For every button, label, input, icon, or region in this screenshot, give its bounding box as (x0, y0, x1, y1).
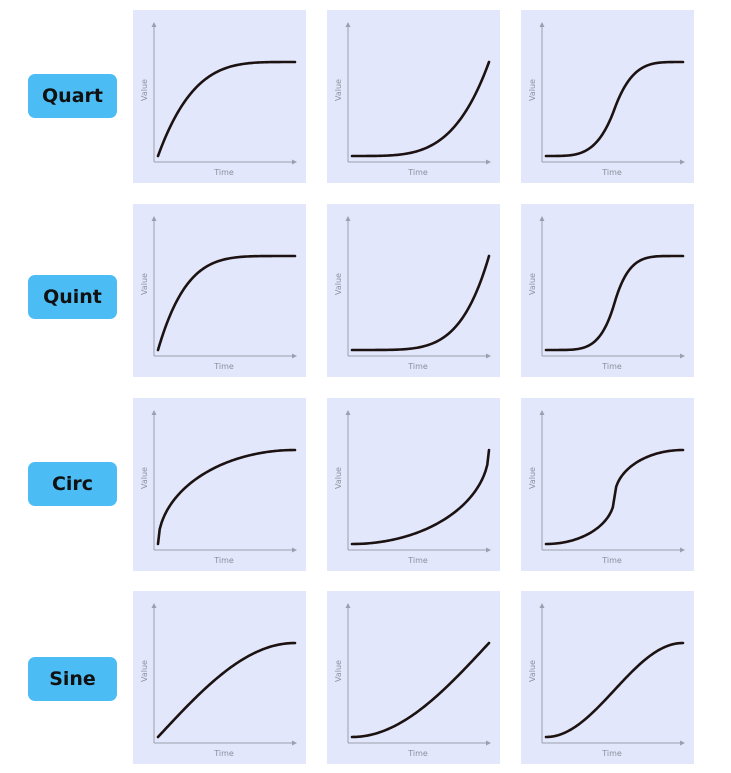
easing-curve (350, 60, 491, 158)
y-axis-arrow (539, 216, 545, 221)
x-axis-arrow (680, 159, 685, 165)
y-axis-label: Value (528, 273, 537, 295)
easing-curve (350, 448, 491, 546)
plot-quart-ease-in: Time Value (327, 10, 500, 183)
plot-svg: Time Value (140, 410, 297, 565)
y-axis-arrow (151, 22, 157, 27)
plot-quint-ease-in: Time Value (327, 204, 500, 377)
plot-svg: Time Value (334, 22, 491, 177)
y-axis-arrow (345, 410, 351, 415)
y-axis-arrow (345, 603, 351, 608)
x-axis-arrow (680, 547, 685, 553)
y-axis-arrow (539, 410, 545, 415)
easing-curve (156, 641, 297, 739)
x-axis-arrow (680, 353, 685, 359)
y-axis-label: Value (334, 467, 343, 489)
easing-curve (544, 254, 685, 352)
x-axis-arrow (486, 740, 491, 746)
y-axis-label: Value (140, 79, 149, 101)
x-axis-arrow (486, 353, 491, 359)
plot-svg: Time Value (528, 603, 685, 758)
x-axis-label: Time (407, 556, 428, 565)
plot-quart-ease-in-out: Time Value (521, 10, 694, 183)
x-axis-arrow (486, 547, 491, 553)
y-axis-arrow (539, 603, 545, 608)
y-axis-label: Value (528, 467, 537, 489)
x-axis-label: Time (407, 749, 428, 758)
plot-circ-ease-in: Time Value (327, 398, 500, 571)
label-quint: Quint (28, 275, 117, 319)
plot-circ-ease-out: Time Value (133, 398, 306, 571)
plot-sine-ease-in: Time Value (327, 591, 500, 764)
label-sine: Sine (28, 657, 117, 701)
plot-quart-ease-out: Time Value (133, 10, 306, 183)
y-axis-arrow (151, 410, 157, 415)
plot-svg: Time Value (334, 216, 491, 371)
plot-svg: Time Value (528, 22, 685, 177)
easing-curve (350, 641, 491, 739)
plot-circ-ease-in-out: Time Value (521, 398, 694, 571)
plot-svg: Time Value (140, 216, 297, 371)
label-circ: Circ (28, 462, 117, 506)
easing-curve (156, 448, 297, 546)
y-axis-label: Value (334, 660, 343, 682)
x-axis-label: Time (407, 362, 428, 371)
x-axis-arrow (292, 353, 297, 359)
easing-curve (544, 60, 685, 158)
y-axis-label: Value (334, 79, 343, 101)
x-axis-arrow (680, 740, 685, 746)
x-axis-label: Time (407, 168, 428, 177)
plot-svg: Time Value (140, 22, 297, 177)
y-axis-label: Value (140, 467, 149, 489)
x-axis-label: Time (213, 556, 234, 565)
y-axis-arrow (151, 216, 157, 221)
y-axis-arrow (151, 603, 157, 608)
plot-svg: Time Value (528, 410, 685, 565)
plot-quint-ease-out: Time Value (133, 204, 306, 377)
y-axis-label: Value (140, 273, 149, 295)
y-axis-label: Value (528, 79, 537, 101)
y-axis-arrow (539, 22, 545, 27)
y-axis-arrow (345, 216, 351, 221)
easing-curve (156, 60, 297, 158)
plot-quint-ease-in-out: Time Value (521, 204, 694, 377)
y-axis-label: Value (528, 660, 537, 682)
easing-curve (350, 254, 491, 352)
x-axis-label: Time (213, 168, 234, 177)
easing-curve (156, 254, 297, 352)
plot-sine-ease-in-out: Time Value (521, 591, 694, 764)
y-axis-arrow (345, 22, 351, 27)
x-axis-arrow (292, 740, 297, 746)
plot-svg: Time Value (334, 410, 491, 565)
plot-svg: Time Value (140, 603, 297, 758)
easing-curve (544, 448, 685, 546)
label-quart: Quart (28, 74, 117, 118)
easing-curve (544, 641, 685, 739)
x-axis-arrow (292, 159, 297, 165)
x-axis-label: Time (601, 362, 622, 371)
y-axis-label: Value (334, 273, 343, 295)
plot-svg: Time Value (334, 603, 491, 758)
x-axis-label: Time (213, 362, 234, 371)
plot-svg: Time Value (528, 216, 685, 371)
x-axis-label: Time (601, 168, 622, 177)
x-axis-arrow (486, 159, 491, 165)
x-axis-label: Time (601, 556, 622, 565)
y-axis-label: Value (140, 660, 149, 682)
plot-sine-ease-out: Time Value (133, 591, 306, 764)
x-axis-label: Time (213, 749, 234, 758)
x-axis-label: Time (601, 749, 622, 758)
x-axis-arrow (292, 547, 297, 553)
